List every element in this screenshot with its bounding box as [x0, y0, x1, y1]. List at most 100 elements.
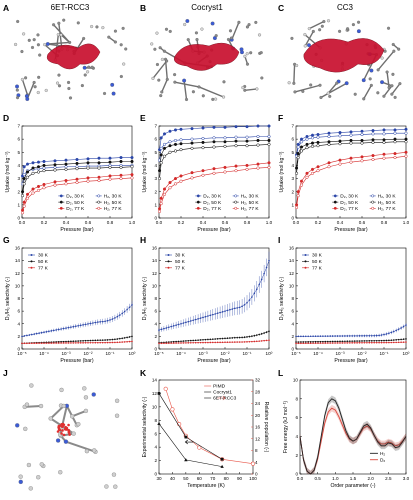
data-point-h-50-k — [36, 170, 41, 174]
data-point-30-k — [121, 312, 124, 315]
data-point-h-77-k — [371, 157, 375, 162]
atom — [122, 62, 126, 66]
atom — [153, 47, 157, 51]
data-point-d-50-k — [404, 137, 408, 141]
data-point-50-k — [400, 338, 402, 341]
x-tick-label: 100 — [249, 476, 257, 481]
data-point-30-k — [346, 335, 349, 337]
data-point-d-77-k — [212, 167, 216, 171]
data-point-cocryst1 — [157, 392, 161, 395]
atom — [369, 83, 373, 87]
data-point-h-77-k — [86, 179, 90, 183]
data-point-d-77-k — [393, 152, 397, 156]
atom — [292, 81, 296, 85]
data-point-77-k — [114, 341, 116, 344]
data-point-30-k — [304, 335, 307, 338]
data-point-30-k — [207, 315, 209, 317]
data-point-h-77-k — [327, 165, 331, 169]
bond — [391, 82, 401, 95]
atom — [257, 33, 262, 37]
bond — [304, 30, 315, 47]
y-tick-label: 14 — [152, 258, 158, 263]
data-point-d-50-k — [64, 162, 68, 166]
data-point-d-50-k — [22, 177, 26, 181]
data-point-d-77-k — [22, 200, 26, 204]
x-tick-label: 10⁻⁴ — [39, 351, 49, 356]
nitrogen-atom — [369, 68, 374, 73]
legend-marker-d-50-k — [333, 200, 337, 204]
data-point-30-k — [248, 299, 251, 301]
atom — [380, 56, 384, 60]
data-point-50-k — [351, 340, 354, 342]
data-point-50-k — [79, 340, 82, 342]
atom — [260, 76, 264, 80]
data-point-h-30-k — [296, 145, 300, 149]
data-point-77-k — [87, 341, 89, 344]
x-tick-label: 10⁻³ — [61, 351, 71, 356]
y-tick-label: 0 — [295, 472, 298, 477]
atom — [249, 51, 253, 55]
atom — [335, 81, 339, 85]
data-point-77-k — [211, 341, 214, 344]
legend-label-77-k: 77 K — [175, 266, 186, 272]
atom — [52, 23, 56, 27]
x-tick-label: 10⁻³ — [335, 351, 345, 356]
data-point-d-77-k — [53, 180, 57, 184]
atom — [111, 472, 117, 477]
data-point-77-k — [101, 341, 104, 344]
nitrogen-atom — [63, 439, 69, 444]
data-point-77-k — [79, 342, 82, 344]
data-point-77-k — [341, 342, 344, 344]
panel-letter-h: H — [140, 235, 146, 245]
atom — [90, 65, 94, 69]
atom — [168, 29, 172, 33]
data-point-30-k — [260, 278, 263, 281]
data-point-d-77-k — [234, 164, 238, 168]
data-point-50-k — [55, 341, 58, 343]
atom — [385, 70, 389, 74]
bond — [293, 63, 296, 85]
data-point-h-50-k — [404, 140, 408, 144]
data-point-50-k — [194, 339, 197, 342]
atom — [245, 25, 249, 29]
data-point-30-k — [72, 325, 75, 328]
atom — [113, 40, 117, 44]
gas-molecule — [67, 423, 70, 427]
uncertainty-band-d — [300, 404, 406, 474]
x-axis-label: Pressure (bar) — [334, 358, 367, 364]
atom — [71, 431, 76, 436]
bond — [47, 41, 71, 45]
data-point-d-30-k — [338, 131, 342, 135]
data-point-30-k — [87, 323, 89, 325]
data-point-50-k — [368, 340, 371, 342]
data-point-30-k — [231, 308, 234, 310]
data-point-77-k — [324, 342, 327, 344]
data-point-30-k — [172, 325, 175, 327]
data-point-77-k — [351, 342, 354, 344]
bond — [244, 88, 258, 91]
data-point-77-k — [50, 342, 53, 344]
data-point-d-50-k — [108, 160, 112, 164]
bond — [386, 71, 390, 89]
data-point-30-k — [353, 335, 356, 337]
nitrogen-atom — [111, 91, 116, 96]
data-point-h-77-k — [295, 205, 299, 210]
y-tick-label: 6 — [154, 137, 157, 142]
nitrogen-atom — [82, 65, 87, 70]
atom — [70, 414, 75, 419]
data-point-h-50-k — [158, 177, 162, 181]
atom — [57, 84, 62, 88]
data-point-d-77-k — [179, 174, 183, 178]
atom — [245, 62, 250, 66]
atom — [24, 402, 30, 407]
nitrogen-atom — [356, 29, 361, 34]
atom — [214, 34, 218, 38]
data-point-50-k — [131, 335, 133, 338]
bond — [49, 404, 65, 420]
data-point-h-30-k — [168, 140, 172, 144]
data-point-77-k — [224, 341, 226, 344]
data-point-50-k — [121, 337, 124, 340]
atom — [390, 92, 394, 96]
data-point-30-k — [221, 311, 224, 313]
data-point-h-77-k — [64, 182, 68, 186]
